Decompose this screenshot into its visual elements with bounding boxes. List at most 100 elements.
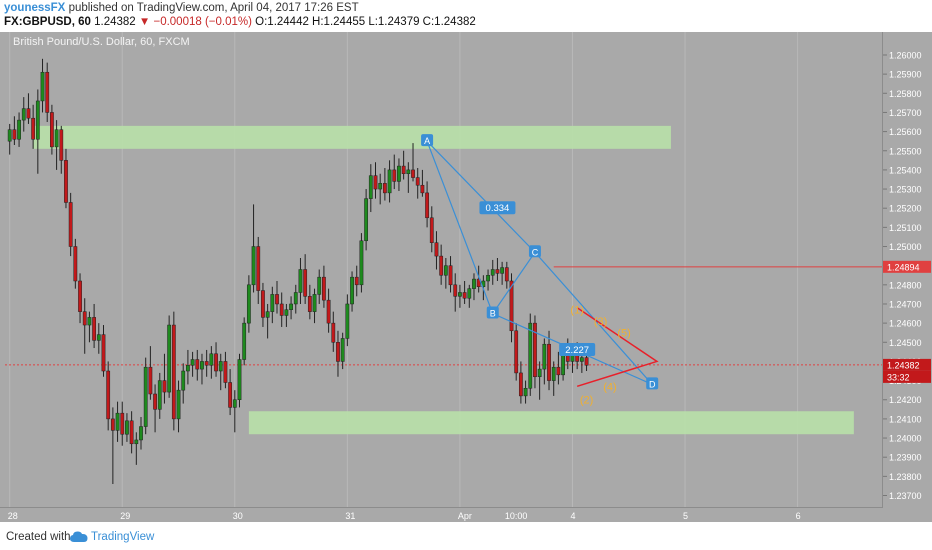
candle-body	[303, 269, 308, 297]
price-chart[interactable]: A B C D 0.334 2.227 (1) (2) (3) (4) (5)	[5, 32, 882, 507]
footer: Created with TradingView	[0, 522, 932, 550]
candle-body	[537, 368, 542, 378]
pattern-point-label: C	[532, 247, 539, 257]
candle-body	[490, 269, 495, 276]
candle-body	[157, 380, 162, 410]
candle	[293, 284, 298, 314]
candle	[467, 284, 472, 308]
candle-body	[204, 361, 209, 366]
candle-body	[134, 439, 139, 445]
pattern-point-label: D	[649, 379, 656, 389]
candle	[204, 349, 209, 377]
candle	[392, 154, 397, 190]
candle-body	[232, 399, 237, 408]
candle-body	[68, 202, 73, 247]
pattern-leg-ab	[426, 140, 494, 314]
candle-body	[73, 246, 78, 282]
candle-body	[326, 299, 331, 324]
candle-body	[59, 129, 64, 161]
author-name[interactable]: younessFX	[4, 2, 66, 14]
candle	[448, 256, 453, 293]
candle	[425, 181, 429, 228]
level-price-label-text: 1.24894	[887, 262, 920, 272]
candle-body	[397, 165, 401, 182]
candle	[223, 351, 228, 389]
candle-body	[129, 420, 134, 445]
candle	[317, 269, 322, 304]
tradingview-brand[interactable]: TradingView	[91, 531, 155, 543]
candle-body	[261, 290, 265, 318]
pattern-point-badge	[528, 245, 541, 258]
candle	[378, 173, 383, 205]
price-axis[interactable]: 1.26000 1.25900 1.25800 1.25700 1.25600 1.255…	[883, 32, 932, 507]
candle	[326, 288, 331, 333]
candle	[153, 384, 157, 433]
chart-frame: A B C D 0.334 2.227 (1) (2) (3) (4) (5) British Po…	[0, 32, 932, 523]
candle-body	[340, 338, 345, 362]
candle-body	[92, 317, 96, 341]
price-tick-label: 1.23800	[889, 472, 922, 482]
candle	[21, 97, 26, 132]
price-tick-label: 1.24500	[889, 338, 922, 348]
candle-body	[181, 370, 186, 391]
pattern-point-b: B	[486, 306, 499, 319]
price-axis-labels: 1.26000 1.25900 1.25800 1.25700 1.25600 1.255…	[883, 50, 931, 501]
price-tick-label: 1.24200	[889, 395, 922, 405]
candle-body	[472, 278, 476, 289]
candle-body	[298, 269, 303, 293]
time-axis-labels: 28 29 30 31 Apr 10:00 4 5 6	[8, 511, 801, 521]
candle-body	[467, 288, 472, 299]
candle	[218, 353, 223, 391]
candle	[331, 311, 336, 352]
candle-body	[561, 353, 565, 376]
candle	[364, 189, 369, 251]
candle-body	[411, 169, 415, 178]
candle-body	[279, 303, 284, 316]
price-tick-label: 1.25800	[889, 89, 922, 99]
wave-label: (4)	[603, 381, 616, 393]
price-tick-label: 1.25700	[889, 108, 922, 118]
price-tick-label: 1.24800	[889, 280, 922, 290]
candle	[162, 353, 167, 404]
candle-body	[518, 372, 523, 397]
pattern-point-c: C	[528, 245, 541, 258]
candle-body	[256, 246, 261, 291]
price-tick-label: 1.25000	[889, 242, 922, 252]
candle-body	[171, 324, 176, 420]
candle-body	[462, 292, 467, 299]
candle	[171, 311, 176, 431]
price-tick-label: 1.25300	[889, 185, 922, 195]
candle-body	[186, 365, 190, 372]
tradingview-cloud-icon	[70, 531, 88, 542]
candle	[373, 162, 378, 199]
price-tick-label: 1.23900	[889, 453, 922, 463]
candle	[495, 258, 500, 281]
wave-label: (5)	[617, 328, 630, 340]
candle	[261, 282, 265, 327]
candle-body	[495, 269, 500, 274]
candle	[270, 286, 275, 324]
candle	[78, 273, 82, 324]
candle-body	[556, 366, 561, 376]
candle-body	[551, 366, 556, 381]
candle-body	[401, 165, 406, 174]
candle	[228, 369, 233, 416]
candle	[59, 125, 64, 174]
candle	[429, 206, 434, 253]
candle	[92, 303, 96, 349]
candle-body	[214, 353, 218, 372]
candle	[523, 380, 528, 404]
candle-body	[368, 175, 373, 199]
candle-body	[139, 426, 143, 441]
pattern-point-a: A	[421, 134, 434, 147]
candle-body	[54, 129, 59, 148]
candle	[542, 338, 547, 385]
pattern-point-label: B	[490, 309, 496, 319]
candle-body	[246, 284, 251, 324]
candle	[31, 104, 36, 149]
chart-pane[interactable]: A B C D 0.334 2.227 (1) (2) (3) (4) (5) British Po…	[5, 32, 883, 507]
candle-body	[509, 280, 514, 332]
candle	[406, 162, 411, 193]
candle	[26, 93, 31, 124]
time-axis[interactable]: 28 29 30 31 Apr 10:00 4 5 6	[0, 507, 883, 523]
